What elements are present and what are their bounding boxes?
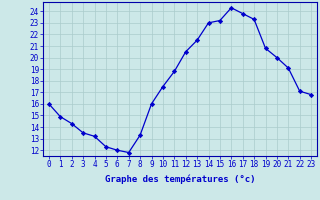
X-axis label: Graphe des températures (°c): Graphe des températures (°c) [105,175,255,184]
